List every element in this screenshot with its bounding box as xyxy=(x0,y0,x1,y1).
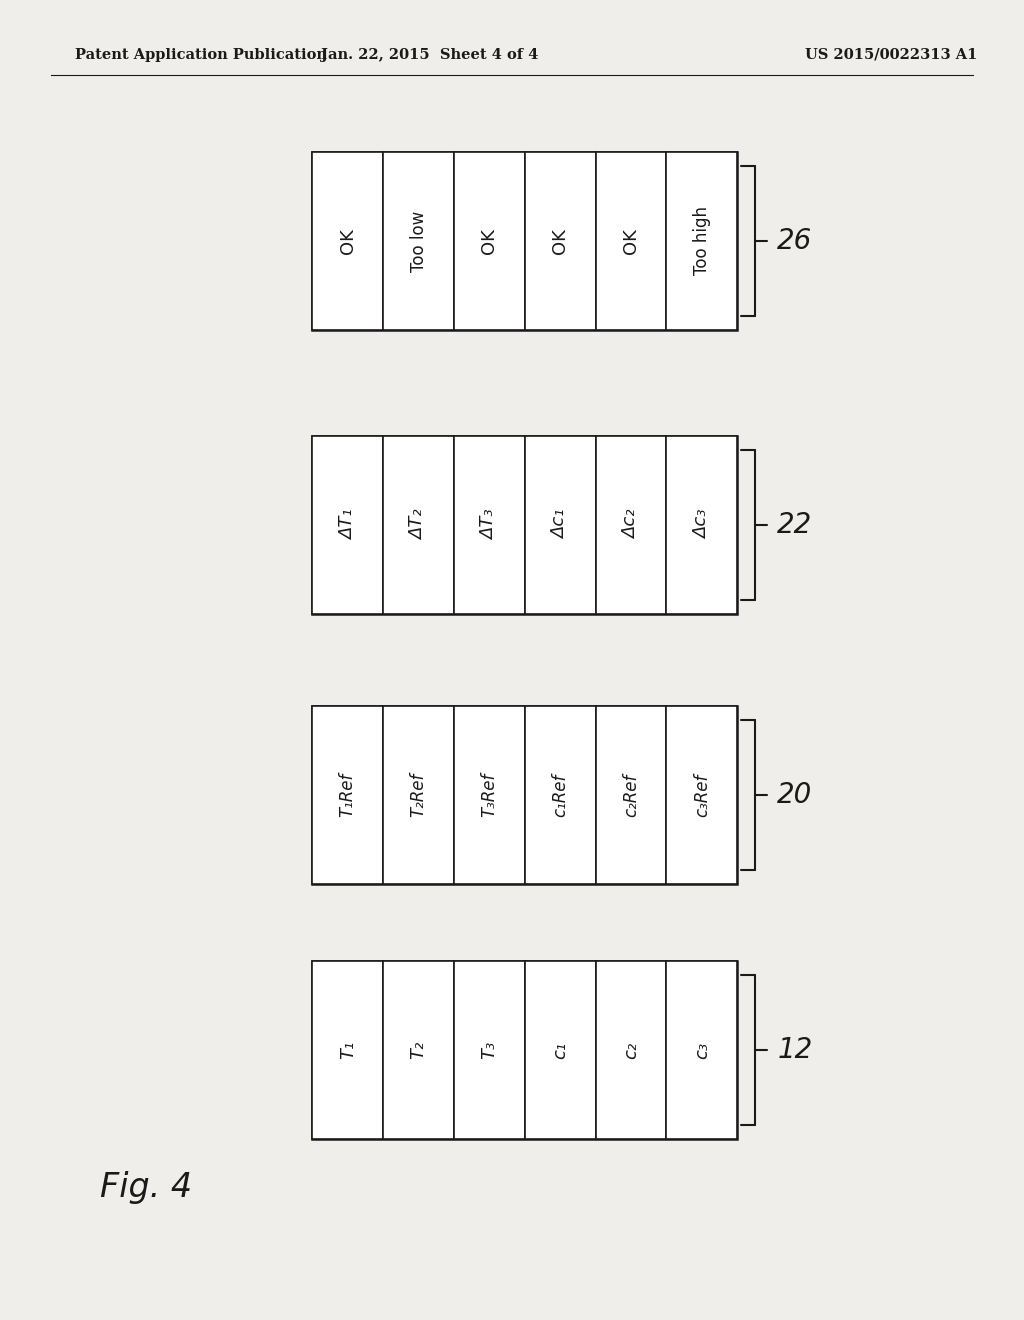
Bar xyxy=(312,706,737,884)
Bar xyxy=(524,152,596,330)
Bar xyxy=(383,152,454,330)
Bar xyxy=(524,706,596,884)
Text: Δc₃: Δc₃ xyxy=(693,510,711,540)
Text: T₁: T₁ xyxy=(339,1041,356,1059)
Text: 22: 22 xyxy=(777,511,812,539)
Bar xyxy=(667,436,737,614)
Text: Too low: Too low xyxy=(410,210,428,272)
Bar xyxy=(312,961,383,1139)
Text: Patent Application Publication: Patent Application Publication xyxy=(75,48,327,62)
Bar xyxy=(596,961,667,1139)
Bar xyxy=(596,152,667,330)
Text: T₃: T₃ xyxy=(480,1041,499,1059)
Text: 20: 20 xyxy=(777,781,812,809)
Text: Jan. 22, 2015  Sheet 4 of 4: Jan. 22, 2015 Sheet 4 of 4 xyxy=(322,48,539,62)
Bar xyxy=(383,706,454,884)
Bar xyxy=(312,152,737,330)
Text: T₂Ref: T₂Ref xyxy=(410,774,428,817)
Text: OK: OK xyxy=(480,228,499,253)
Text: c₁Ref: c₁Ref xyxy=(551,774,569,817)
Text: T₃Ref: T₃Ref xyxy=(480,774,499,817)
Text: c₃Ref: c₃Ref xyxy=(693,774,711,817)
Text: c₁: c₁ xyxy=(551,1041,569,1059)
Text: T₂: T₂ xyxy=(410,1041,428,1059)
Bar xyxy=(383,436,454,614)
Bar xyxy=(524,436,596,614)
Text: 26: 26 xyxy=(777,227,812,255)
Bar xyxy=(596,436,667,614)
Text: 12: 12 xyxy=(777,1036,812,1064)
Text: ΔT₃: ΔT₃ xyxy=(480,510,499,540)
Bar xyxy=(667,961,737,1139)
Bar xyxy=(312,706,383,884)
Text: OK: OK xyxy=(551,228,569,253)
Text: T₁Ref: T₁Ref xyxy=(339,774,356,817)
Bar xyxy=(667,706,737,884)
Bar xyxy=(596,706,667,884)
Text: Δc₁: Δc₁ xyxy=(551,510,569,540)
Text: Fig. 4: Fig. 4 xyxy=(100,1172,193,1204)
Bar xyxy=(667,152,737,330)
Text: ΔT₂: ΔT₂ xyxy=(410,510,428,540)
Bar xyxy=(312,436,737,614)
Bar xyxy=(454,961,525,1139)
Text: ΔT₁: ΔT₁ xyxy=(339,510,356,540)
Text: OK: OK xyxy=(622,228,640,253)
Text: US 2015/0022313 A1: US 2015/0022313 A1 xyxy=(805,48,977,62)
Text: c₃: c₃ xyxy=(693,1041,711,1059)
Bar xyxy=(524,961,596,1139)
Bar xyxy=(312,961,737,1139)
Bar xyxy=(454,152,525,330)
Bar xyxy=(383,961,454,1139)
Bar xyxy=(312,152,383,330)
Bar xyxy=(312,436,383,614)
Text: OK: OK xyxy=(339,228,356,253)
Text: c₂Ref: c₂Ref xyxy=(622,774,640,817)
Text: Δc₂: Δc₂ xyxy=(622,510,640,540)
Text: Too high: Too high xyxy=(693,206,711,276)
Bar xyxy=(454,706,525,884)
Bar xyxy=(454,436,525,614)
Text: c₂: c₂ xyxy=(622,1041,640,1059)
